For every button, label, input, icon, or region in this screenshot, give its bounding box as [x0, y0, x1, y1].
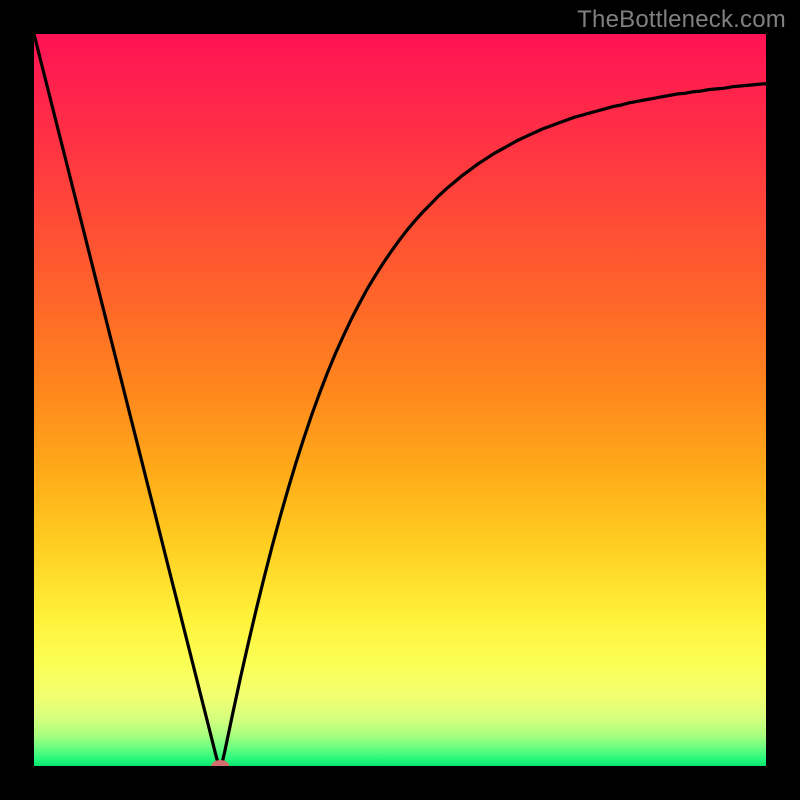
bottleneck-curve: [34, 34, 766, 766]
frame-border-bottom: [0, 766, 800, 800]
curve-layer: [0, 0, 800, 800]
frame-border-right: [766, 0, 800, 800]
watermark-text: TheBottleneck.com: [577, 6, 786, 34]
chart-frame: TheBottleneck.com: [0, 0, 800, 800]
frame-border-left: [0, 0, 34, 800]
